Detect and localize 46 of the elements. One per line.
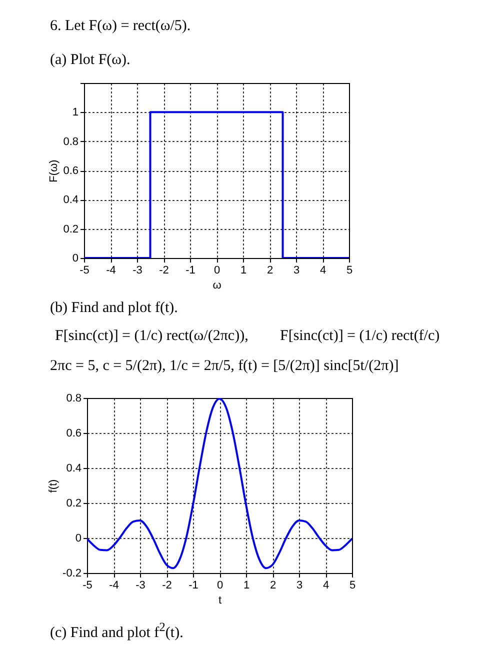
x-tick-label: -1 (186, 264, 196, 276)
x-tick-label: -5 (82, 580, 92, 592)
y-tick-label: 0.8 (63, 136, 78, 148)
text: F[sinc(ct)] = (1/c) rect(ω/(2πc)), (55, 328, 248, 345)
x-tick-label: 1 (243, 580, 250, 592)
y-tick-label: 0 (75, 532, 82, 544)
x-tick-label: -3 (132, 264, 142, 276)
x-tick-label: -2 (162, 580, 172, 592)
text: F[sinc(ct)] = (1/c) rect(f/c) (280, 328, 440, 345)
x-tick-label: -1 (188, 580, 198, 592)
x-tick-label: -4 (106, 264, 116, 276)
y-axis-title: f(t) (48, 479, 60, 493)
chart-title: (b) Find and plot f(t). (50, 300, 178, 317)
x-tick-label: 0 (216, 580, 224, 592)
x-tick-label: 2 (266, 264, 274, 276)
y-tick-label: -0.2 (62, 568, 82, 580)
text: 2πc = 5, c = 5/(2π), 1/c = 2π/5, f(t) = [5/(2π)] sinc[5t/(2π)] (50, 358, 399, 375)
x-tick-label: 4 (320, 264, 326, 276)
x-tick-label: -5 (80, 264, 90, 276)
x-tick-label: -4 (109, 580, 119, 592)
y-tick-label: 0.4 (63, 194, 78, 206)
y-tick-label: 0.2 (66, 498, 82, 510)
y-tick-label: 1 (72, 106, 78, 119)
y-tick-label: 0.4 (66, 462, 82, 474)
y-tick-label: 0.8 (66, 392, 82, 404)
y-tick-label: 0 (72, 252, 78, 264)
x-tick-label: 1 (240, 264, 247, 276)
x-tick-label: -3 (136, 580, 146, 592)
chart-subtitle: (a) Plot F(ω). (50, 52, 130, 69)
y-axis-title: F(ω) (48, 160, 60, 182)
line-series (87, 398, 352, 570)
x-tick-label: -2 (159, 264, 169, 276)
chart-title: 6. Let F(ω) = rect(ω/5). (50, 18, 191, 35)
text: (c) Find and plot f$^{2}$(t). (50, 620, 184, 642)
x-tick-label: 3 (293, 264, 300, 276)
x-tick-label: 3 (296, 580, 303, 592)
x-tick-label: 5 (346, 264, 353, 276)
y-tick-label: 0.6 (66, 428, 82, 440)
x-axis-title: t (218, 594, 222, 606)
x-axis-title: ω (212, 280, 222, 292)
y-tick-label: 0.2 (63, 223, 78, 236)
x-tick-label: 4 (322, 580, 330, 592)
y-tick-label: 0.6 (63, 165, 78, 177)
x-tick-label: 5 (349, 580, 356, 592)
x-tick-label: 2 (270, 580, 276, 592)
x-tick-label: 0 (214, 264, 220, 276)
